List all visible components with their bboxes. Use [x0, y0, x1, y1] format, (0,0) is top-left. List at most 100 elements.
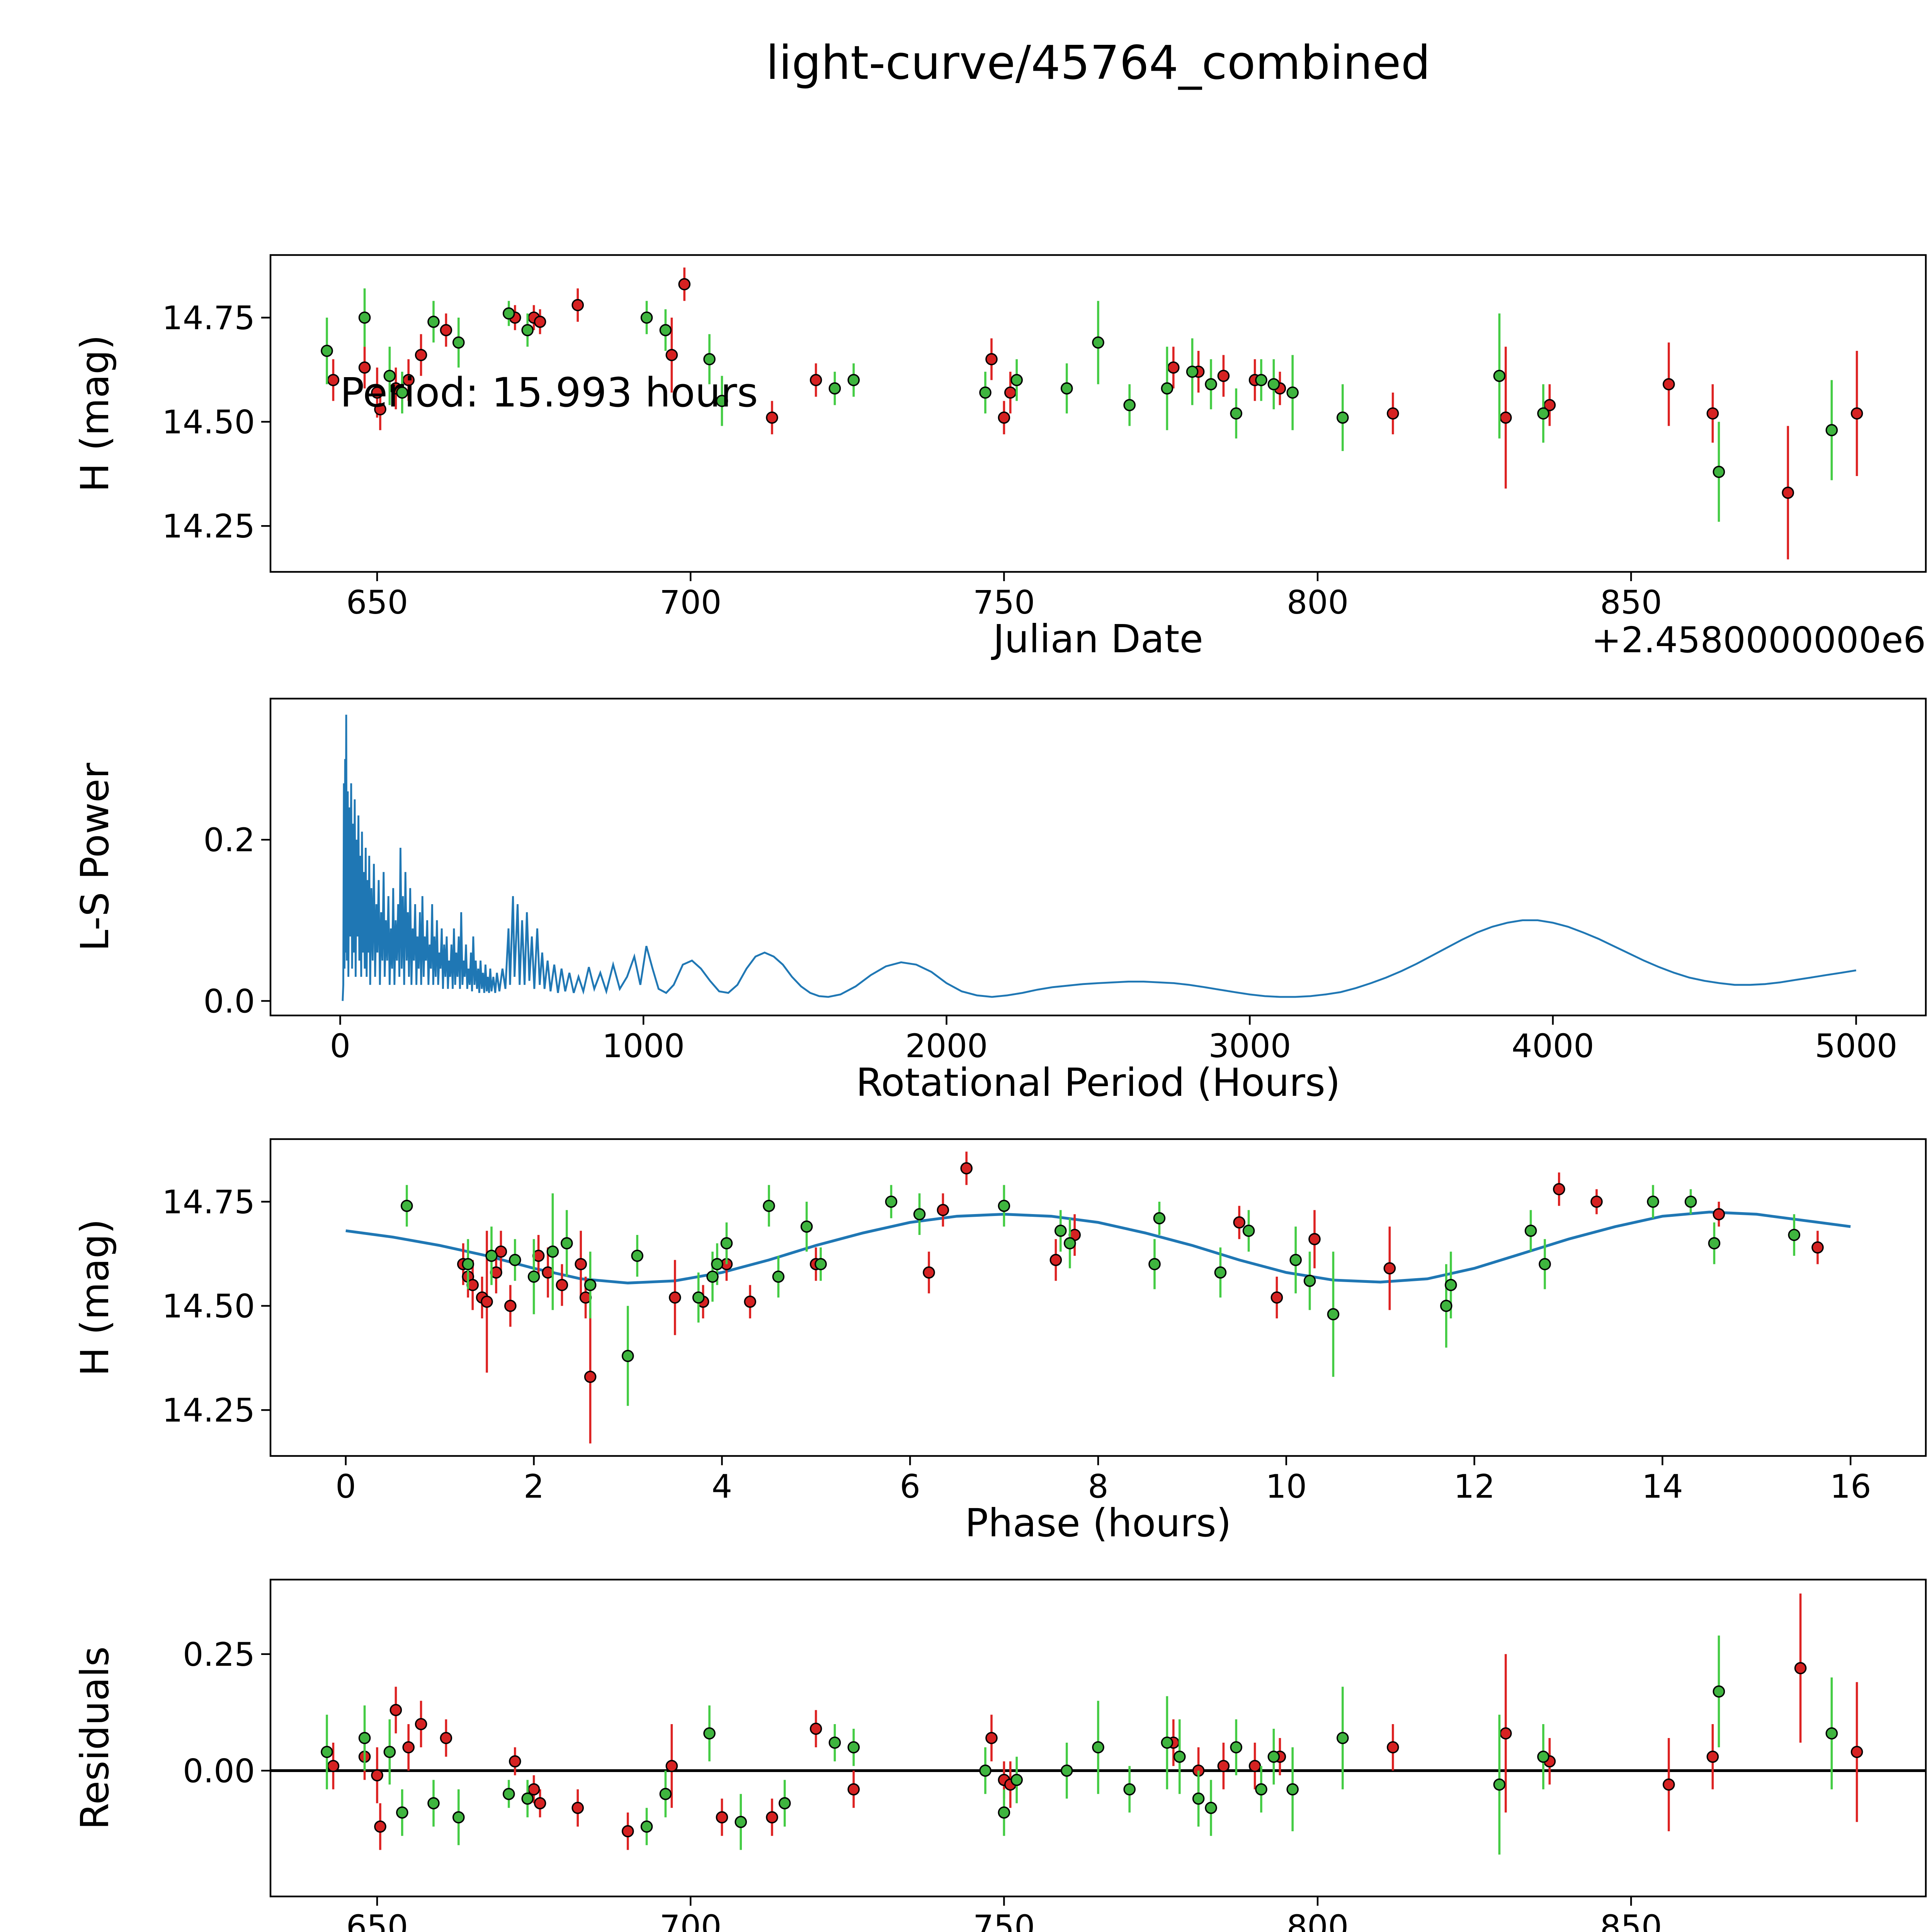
- x-axis-label-jd-lightcurve: Julian Date: [991, 616, 1203, 662]
- data-point: [766, 412, 778, 424]
- data-point: [665, 1760, 678, 1772]
- series-jd-lightcurve-green-points: [321, 288, 1838, 522]
- data-point: [1242, 1225, 1255, 1237]
- data-point: [503, 1787, 515, 1800]
- data-point: [1387, 407, 1399, 420]
- series-residuals-green-points: [321, 1635, 1838, 1855]
- data-point: [1173, 1750, 1186, 1763]
- data-point: [1524, 1225, 1537, 1237]
- data-point: [1217, 1760, 1230, 1772]
- data-point: [622, 1825, 634, 1838]
- data-point: [1267, 1750, 1280, 1763]
- data-point: [534, 1797, 546, 1810]
- data-point: [504, 1299, 517, 1312]
- data-point: [1061, 382, 1073, 395]
- data-point: [815, 1258, 827, 1270]
- panel-jd-lightcurve: 650 700 750 800 850 14.25 14.50 14.75 Julian Dat…: [72, 254, 1927, 662]
- data-point: [885, 1196, 898, 1208]
- data-point: [669, 1291, 681, 1304]
- x-axis-label-periodogram: Rotational Period (Hours): [856, 1060, 1340, 1105]
- x-tick-label: 8: [1088, 1468, 1108, 1505]
- data-point: [1161, 1736, 1173, 1749]
- panel-periodogram: 0 1000 2000 3000 4000 5000 0.0 0.2 Rotational Pe…: [72, 697, 1927, 1105]
- data-point: [1205, 1801, 1217, 1814]
- axis-offset-text: +2.4580000000e6: [1592, 619, 1926, 661]
- data-point: [1539, 1258, 1551, 1270]
- data-point: [415, 1718, 427, 1730]
- data-point: [1788, 1229, 1801, 1241]
- y-tick-label: 14.25: [162, 1391, 255, 1429]
- data-point: [1706, 1750, 1719, 1763]
- data-point: [1230, 407, 1242, 420]
- data-point: [1337, 1732, 1349, 1744]
- data-point: [1337, 412, 1349, 424]
- data-point: [998, 412, 1010, 424]
- data-point: [521, 324, 534, 337]
- data-point: [1054, 1225, 1067, 1237]
- data-point: [1255, 374, 1267, 386]
- data-point: [1794, 1662, 1807, 1675]
- data-point: [720, 1237, 733, 1250]
- data-point: [1440, 1299, 1452, 1312]
- data-point: [659, 324, 672, 337]
- data-point: [1214, 1266, 1227, 1279]
- data-point: [1270, 1291, 1283, 1304]
- data-point: [561, 1237, 573, 1250]
- figure-title: light-curve/45764_combined: [766, 37, 1430, 91]
- x-tick-label: 700: [660, 1908, 721, 1932]
- data-point: [706, 1270, 719, 1283]
- data-point: [452, 1811, 465, 1824]
- y-axis-label-residuals: Residuals: [72, 1646, 117, 1830]
- data-point: [711, 1258, 723, 1270]
- data-point: [640, 311, 653, 324]
- data-point: [383, 369, 396, 382]
- x-tick-label: 750: [973, 583, 1035, 621]
- data-point: [1684, 1196, 1697, 1208]
- y-tick-label: 14.75: [162, 299, 255, 337]
- data-point: [546, 1245, 559, 1258]
- data-point: [1308, 1233, 1321, 1245]
- data-point: [744, 1296, 756, 1308]
- data-point: [556, 1279, 568, 1291]
- axes-spines: [269, 254, 1927, 573]
- ls-power: [342, 714, 1856, 1001]
- data-point: [1233, 1216, 1245, 1229]
- axes-spines: [269, 1138, 1927, 1457]
- data-point: [1850, 407, 1863, 420]
- y-tick-label: 14.50: [162, 403, 255, 441]
- data-point: [1186, 366, 1199, 378]
- x-axis-label-phase-folded: Phase (hours): [965, 1500, 1231, 1546]
- data-point: [427, 315, 440, 328]
- data-point: [1161, 382, 1173, 395]
- data-point: [1445, 1279, 1457, 1291]
- data-point: [810, 1723, 822, 1735]
- data-point: [1092, 1741, 1104, 1753]
- x-tick-label: 14: [1642, 1468, 1683, 1505]
- axes-spines: [269, 1578, 1927, 1898]
- series-jd-lightcurve-red-points: [327, 267, 1863, 560]
- data-point: [985, 353, 998, 366]
- data-point: [847, 374, 860, 386]
- data-point: [1647, 1196, 1659, 1208]
- data-point: [575, 1258, 587, 1270]
- data-point: [923, 1266, 935, 1279]
- y-axis-label-periodogram: L-S Power: [72, 762, 117, 951]
- data-point: [1061, 1764, 1073, 1777]
- data-point: [1010, 374, 1023, 386]
- data-point: [998, 1806, 1010, 1819]
- data-point: [716, 395, 728, 407]
- x-tick-label: 800: [1287, 1908, 1349, 1932]
- data-point: [521, 1792, 534, 1805]
- data-point: [1230, 1741, 1242, 1753]
- data-point: [1811, 1241, 1824, 1254]
- data-point: [1387, 1741, 1399, 1753]
- x-tick-label: 2000: [905, 1027, 988, 1065]
- data-point: [1825, 1727, 1838, 1740]
- data-point: [1662, 378, 1675, 391]
- period-annotation: Period: 15.993 hours: [340, 369, 758, 416]
- data-point: [703, 1727, 716, 1740]
- x-tick-label: 650: [346, 1908, 408, 1932]
- y-axis-label-jd-lightcurve: H (mag): [72, 335, 117, 492]
- data-point: [383, 1746, 396, 1758]
- data-point: [503, 307, 515, 320]
